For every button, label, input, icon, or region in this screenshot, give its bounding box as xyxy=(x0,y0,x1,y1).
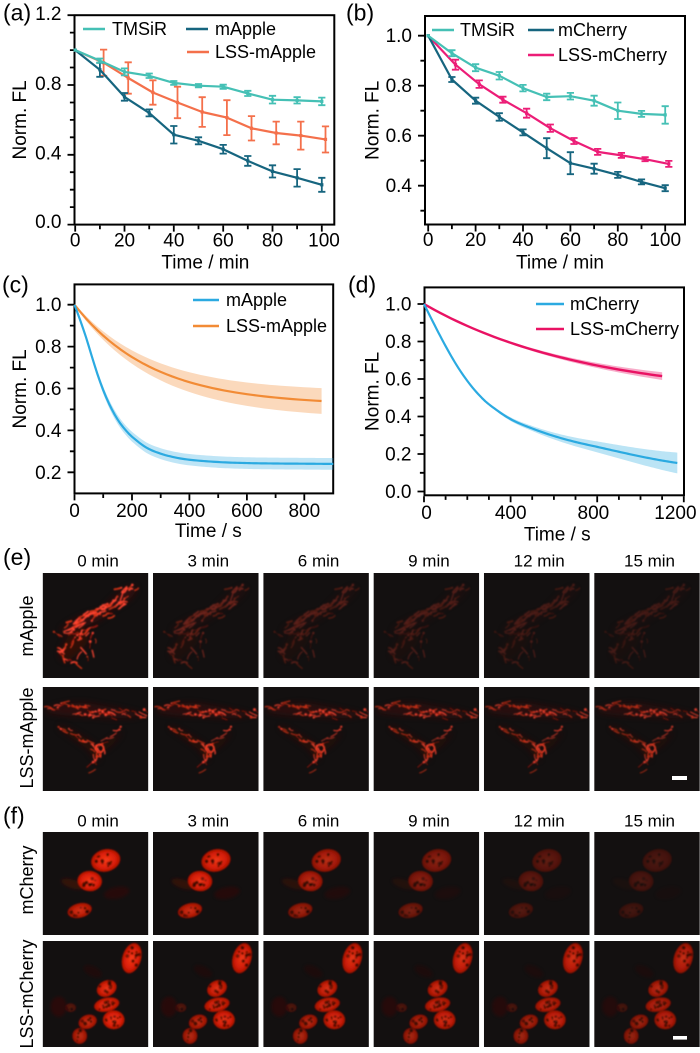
svg-text:Norm. FL: Norm. FL xyxy=(363,352,384,431)
svg-text:0.4: 0.4 xyxy=(386,176,413,197)
svg-text:0: 0 xyxy=(423,230,434,251)
svg-text:800: 800 xyxy=(578,503,610,524)
svg-text:1.2: 1.2 xyxy=(35,4,61,25)
svg-text:20: 20 xyxy=(465,230,486,251)
svg-text:LSS-mCherry: LSS-mCherry xyxy=(558,45,667,65)
svg-text:LSS-mCherry: LSS-mCherry xyxy=(17,939,37,1048)
svg-text:0.8: 0.8 xyxy=(385,332,411,353)
svg-text:400: 400 xyxy=(495,503,527,524)
svg-text:(a): (a) xyxy=(3,0,31,26)
svg-text:0.6: 0.6 xyxy=(386,126,412,147)
svg-text:mCherry: mCherry xyxy=(17,845,37,914)
svg-text:12 min: 12 min xyxy=(514,552,565,571)
svg-text:6 min: 6 min xyxy=(298,812,340,831)
svg-text:Norm. FL: Norm. FL xyxy=(10,80,31,159)
svg-text:40: 40 xyxy=(163,231,184,252)
svg-text:Time / min: Time / min xyxy=(161,253,249,274)
svg-text:9 min: 9 min xyxy=(408,552,450,571)
svg-text:Time / min: Time / min xyxy=(516,253,604,274)
svg-text:40: 40 xyxy=(512,230,533,251)
svg-text:100: 100 xyxy=(649,230,681,251)
svg-text:0.6: 0.6 xyxy=(385,370,411,391)
svg-text:TMSiR: TMSiR xyxy=(460,20,515,40)
svg-text:Time / s: Time / s xyxy=(175,521,242,542)
svg-text:0.4: 0.4 xyxy=(35,144,62,165)
svg-text:Norm. FL: Norm. FL xyxy=(363,81,384,160)
svg-text:9 min: 9 min xyxy=(408,812,450,831)
svg-text:TMSiR: TMSiR xyxy=(112,19,167,39)
svg-text:Norm. FL: Norm. FL xyxy=(10,349,31,428)
svg-text:15 min: 15 min xyxy=(624,812,675,831)
svg-text:400: 400 xyxy=(174,501,206,522)
svg-text:Time / s: Time / s xyxy=(524,524,591,545)
svg-text:0.4: 0.4 xyxy=(35,421,62,442)
svg-text:(b): (b) xyxy=(346,0,374,26)
svg-text:80: 80 xyxy=(607,230,628,251)
svg-text:1.0: 1.0 xyxy=(35,295,61,316)
svg-text:200: 200 xyxy=(116,501,148,522)
svg-text:0.8: 0.8 xyxy=(35,74,61,95)
svg-text:0: 0 xyxy=(70,231,81,252)
svg-text:60: 60 xyxy=(213,231,234,252)
svg-text:0.2: 0.2 xyxy=(35,463,61,484)
svg-text:80: 80 xyxy=(262,231,283,252)
svg-text:mApple: mApple xyxy=(215,19,276,39)
svg-text:0.0: 0.0 xyxy=(35,212,61,233)
svg-text:LSS-mApple: LSS-mApple xyxy=(17,687,37,788)
svg-text:1200: 1200 xyxy=(654,503,696,524)
svg-text:mApple: mApple xyxy=(17,595,37,656)
svg-text:LSS-mApple: LSS-mApple xyxy=(226,316,327,336)
svg-text:3 min: 3 min xyxy=(188,552,230,571)
svg-text:0: 0 xyxy=(69,501,80,522)
svg-text:6 min: 6 min xyxy=(298,552,340,571)
svg-text:15 min: 15 min xyxy=(624,552,675,571)
svg-text:0 min: 0 min xyxy=(77,812,119,831)
svg-text:LSS-mApple: LSS-mApple xyxy=(215,42,316,62)
svg-text:0.8: 0.8 xyxy=(386,76,412,97)
svg-text:0.4: 0.4 xyxy=(385,407,412,428)
svg-text:12 min: 12 min xyxy=(514,812,565,831)
svg-text:(e): (e) xyxy=(3,544,31,570)
svg-text:0.8: 0.8 xyxy=(35,337,61,358)
svg-text:0.2: 0.2 xyxy=(385,445,411,466)
svg-text:mCherry: mCherry xyxy=(558,20,627,40)
svg-text:0.6: 0.6 xyxy=(35,379,61,400)
svg-text:800: 800 xyxy=(288,501,320,522)
svg-text:mApple: mApple xyxy=(226,290,287,310)
svg-text:60: 60 xyxy=(560,230,581,251)
svg-text:(c): (c) xyxy=(2,272,29,298)
svg-text:1.0: 1.0 xyxy=(385,295,411,316)
svg-text:0: 0 xyxy=(421,503,432,524)
svg-text:(d): (d) xyxy=(348,272,376,298)
svg-text:100: 100 xyxy=(308,231,340,252)
svg-text:LSS-mCherry: LSS-mCherry xyxy=(570,319,679,339)
svg-text:3 min: 3 min xyxy=(188,812,230,831)
svg-text:0.0: 0.0 xyxy=(385,482,411,503)
svg-text:0 min: 0 min xyxy=(77,552,119,571)
svg-text:(f): (f) xyxy=(3,803,25,829)
svg-text:mCherry: mCherry xyxy=(570,294,639,314)
svg-text:1.0: 1.0 xyxy=(386,26,412,47)
svg-text:600: 600 xyxy=(231,501,263,522)
svg-text:20: 20 xyxy=(114,231,135,252)
